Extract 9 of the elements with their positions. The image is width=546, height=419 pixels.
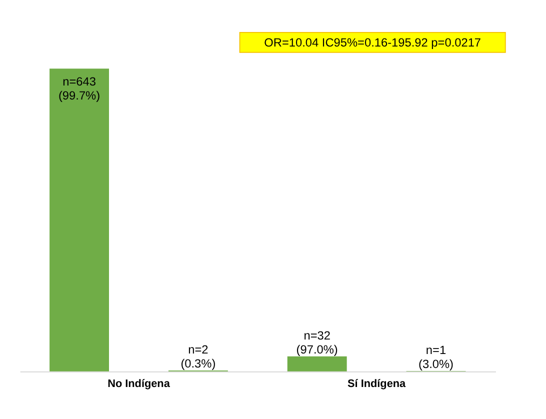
bar <box>287 356 347 372</box>
data-label: n=1 (3.0%) <box>418 343 454 371</box>
x-tick-label: No Indígena <box>108 378 171 390</box>
text: OR=10.04 IC95%=0.16-195.92 p=0.0217 <box>264 35 482 50</box>
data-label: n=32 (97.0%) <box>296 328 338 356</box>
x-tick-label: Sí Indígena <box>348 378 407 390</box>
bar <box>50 68 109 372</box>
data-label: n=2 (0.3%) <box>180 342 216 371</box>
data-label: n=643 (99.7%) <box>58 74 100 102</box>
